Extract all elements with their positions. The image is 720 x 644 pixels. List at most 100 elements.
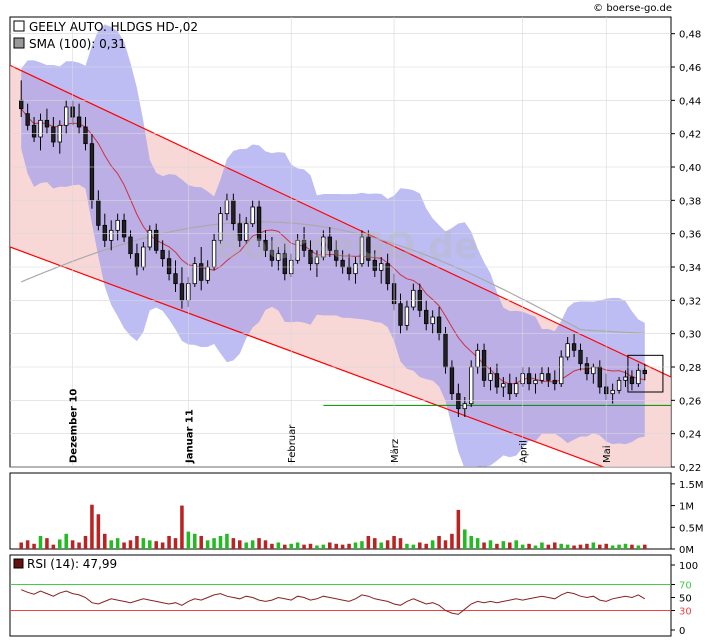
volume-bar <box>630 544 634 549</box>
candle-body <box>179 283 185 301</box>
volume-bar <box>482 542 486 549</box>
candle-body <box>488 373 493 381</box>
candle-body <box>385 263 390 285</box>
candle-body <box>109 229 114 241</box>
volume-bar <box>32 543 36 549</box>
candle-body <box>533 379 538 385</box>
candle-body <box>256 206 262 241</box>
volume-bar <box>96 514 101 549</box>
candle-body <box>89 143 95 201</box>
candle-body <box>616 379 622 391</box>
volume-tick-label: 1M <box>679 502 694 513</box>
volume-bar <box>501 541 506 549</box>
volume-bar <box>103 533 107 549</box>
watermark: BoerseGO.de <box>215 226 478 267</box>
price-plot <box>10 24 671 467</box>
volume-bar <box>463 529 467 549</box>
candle-body <box>282 253 287 275</box>
rsi-legend: RSI (14): 47,99 <box>27 557 117 571</box>
volume-bar <box>572 545 576 549</box>
volume-bar <box>180 505 184 549</box>
volume-bar <box>199 535 203 549</box>
candle-body <box>154 229 159 251</box>
volume-bar <box>315 545 319 549</box>
price-tick-label: 0,36 <box>679 230 701 241</box>
candle-body <box>372 259 377 271</box>
candle-body <box>636 369 641 385</box>
rsi-tick-label: 0 <box>679 626 685 637</box>
volume-bar <box>469 535 473 549</box>
candle-body <box>147 229 152 248</box>
candle-body <box>359 236 365 265</box>
volume-bar <box>405 543 409 549</box>
price-tick-label: 0,24 <box>679 430 701 441</box>
volume-bar <box>135 535 139 549</box>
legend-sma: SMA (100): 0,31 <box>29 37 126 51</box>
candle-body <box>443 333 448 368</box>
volume-bar <box>160 542 165 549</box>
volume-bar <box>340 544 345 549</box>
candle-body <box>571 343 577 351</box>
volume-bar <box>109 540 113 549</box>
candle-body <box>565 343 570 358</box>
volume-bar <box>508 542 512 549</box>
volume-bar <box>398 538 403 549</box>
candle-body <box>398 303 403 326</box>
candle-body <box>526 373 532 385</box>
candle-body <box>346 266 352 275</box>
volume-bar <box>546 544 551 549</box>
candle-body <box>591 366 596 375</box>
volume-bar <box>250 540 255 549</box>
volume-bar <box>475 538 480 549</box>
candle-body <box>199 263 204 281</box>
candle-body <box>353 263 358 275</box>
volume-bar <box>51 544 56 549</box>
volume-bar <box>623 543 628 549</box>
candle-body <box>411 289 416 308</box>
candle-body <box>44 119 50 128</box>
candle-body <box>539 373 545 381</box>
volume-bar <box>212 538 216 549</box>
volume-bar <box>437 535 441 549</box>
rsi-tick-label: 50 <box>679 594 692 605</box>
candle-body <box>128 236 133 255</box>
candle-body <box>469 366 474 405</box>
price-tick-label: 0,32 <box>679 296 701 307</box>
volume-bar <box>553 542 557 549</box>
candle-body <box>436 316 442 335</box>
price-tick-label: 0,28 <box>679 363 701 374</box>
candle-body <box>192 263 197 285</box>
volume-bar <box>347 543 351 549</box>
volume-bar <box>283 544 287 549</box>
candle-body <box>449 366 455 395</box>
volume-bar <box>115 538 120 549</box>
volume-bar <box>411 544 416 549</box>
legend-name-swatch <box>13 20 25 32</box>
candle-body <box>64 106 69 126</box>
candle-body <box>173 273 178 285</box>
volume-bar <box>418 542 422 549</box>
volume-bar <box>353 542 358 549</box>
rsi-tick-label: 100 <box>679 561 698 572</box>
volume-bar <box>58 539 62 549</box>
volume-panel-frame <box>9 472 672 550</box>
volume-bar <box>643 544 647 549</box>
candle-body <box>475 349 480 368</box>
candle-body <box>404 306 410 326</box>
price-tick-label: 0,34 <box>679 263 701 274</box>
candle-body <box>642 369 647 375</box>
candle-body <box>205 266 210 281</box>
candle-body <box>597 366 602 388</box>
volume-bar <box>456 509 461 549</box>
month-label: Februar <box>287 424 298 463</box>
volume-bar <box>77 542 81 549</box>
volume-bar <box>617 544 621 549</box>
volume-bar <box>424 543 428 549</box>
candle-body <box>584 363 590 375</box>
volume-bar <box>591 542 596 549</box>
candle-body <box>578 349 583 365</box>
volume-bar <box>443 540 448 549</box>
candle-body <box>263 239 268 251</box>
candle-body <box>224 199 230 215</box>
